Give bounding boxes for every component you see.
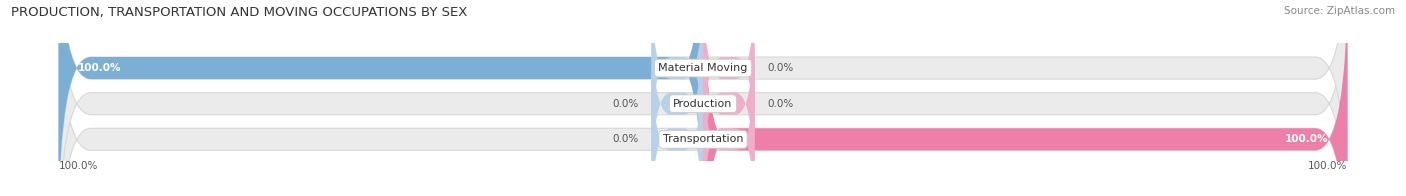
Text: Production: Production <box>673 99 733 109</box>
Text: 0.0%: 0.0% <box>612 99 638 109</box>
Text: Source: ZipAtlas.com: Source: ZipAtlas.com <box>1284 6 1395 16</box>
Text: 100.0%: 100.0% <box>59 162 98 172</box>
FancyBboxPatch shape <box>59 0 1347 196</box>
Text: 100.0%: 100.0% <box>77 63 121 73</box>
Text: 0.0%: 0.0% <box>768 63 794 73</box>
FancyBboxPatch shape <box>703 0 1347 196</box>
FancyBboxPatch shape <box>651 0 703 164</box>
Text: 0.0%: 0.0% <box>612 134 638 144</box>
FancyBboxPatch shape <box>651 44 703 196</box>
Text: PRODUCTION, TRANSPORTATION AND MOVING OCCUPATIONS BY SEX: PRODUCTION, TRANSPORTATION AND MOVING OC… <box>11 6 468 19</box>
FancyBboxPatch shape <box>651 8 703 196</box>
FancyBboxPatch shape <box>703 44 755 196</box>
Text: Material Moving: Material Moving <box>658 63 748 73</box>
FancyBboxPatch shape <box>703 0 755 164</box>
Text: 100.0%: 100.0% <box>1285 134 1329 144</box>
FancyBboxPatch shape <box>59 0 1347 196</box>
FancyBboxPatch shape <box>703 8 755 196</box>
Text: 0.0%: 0.0% <box>768 99 794 109</box>
FancyBboxPatch shape <box>59 0 703 196</box>
Text: 100.0%: 100.0% <box>1308 162 1347 172</box>
Text: Transportation: Transportation <box>662 134 744 144</box>
FancyBboxPatch shape <box>59 0 1347 196</box>
